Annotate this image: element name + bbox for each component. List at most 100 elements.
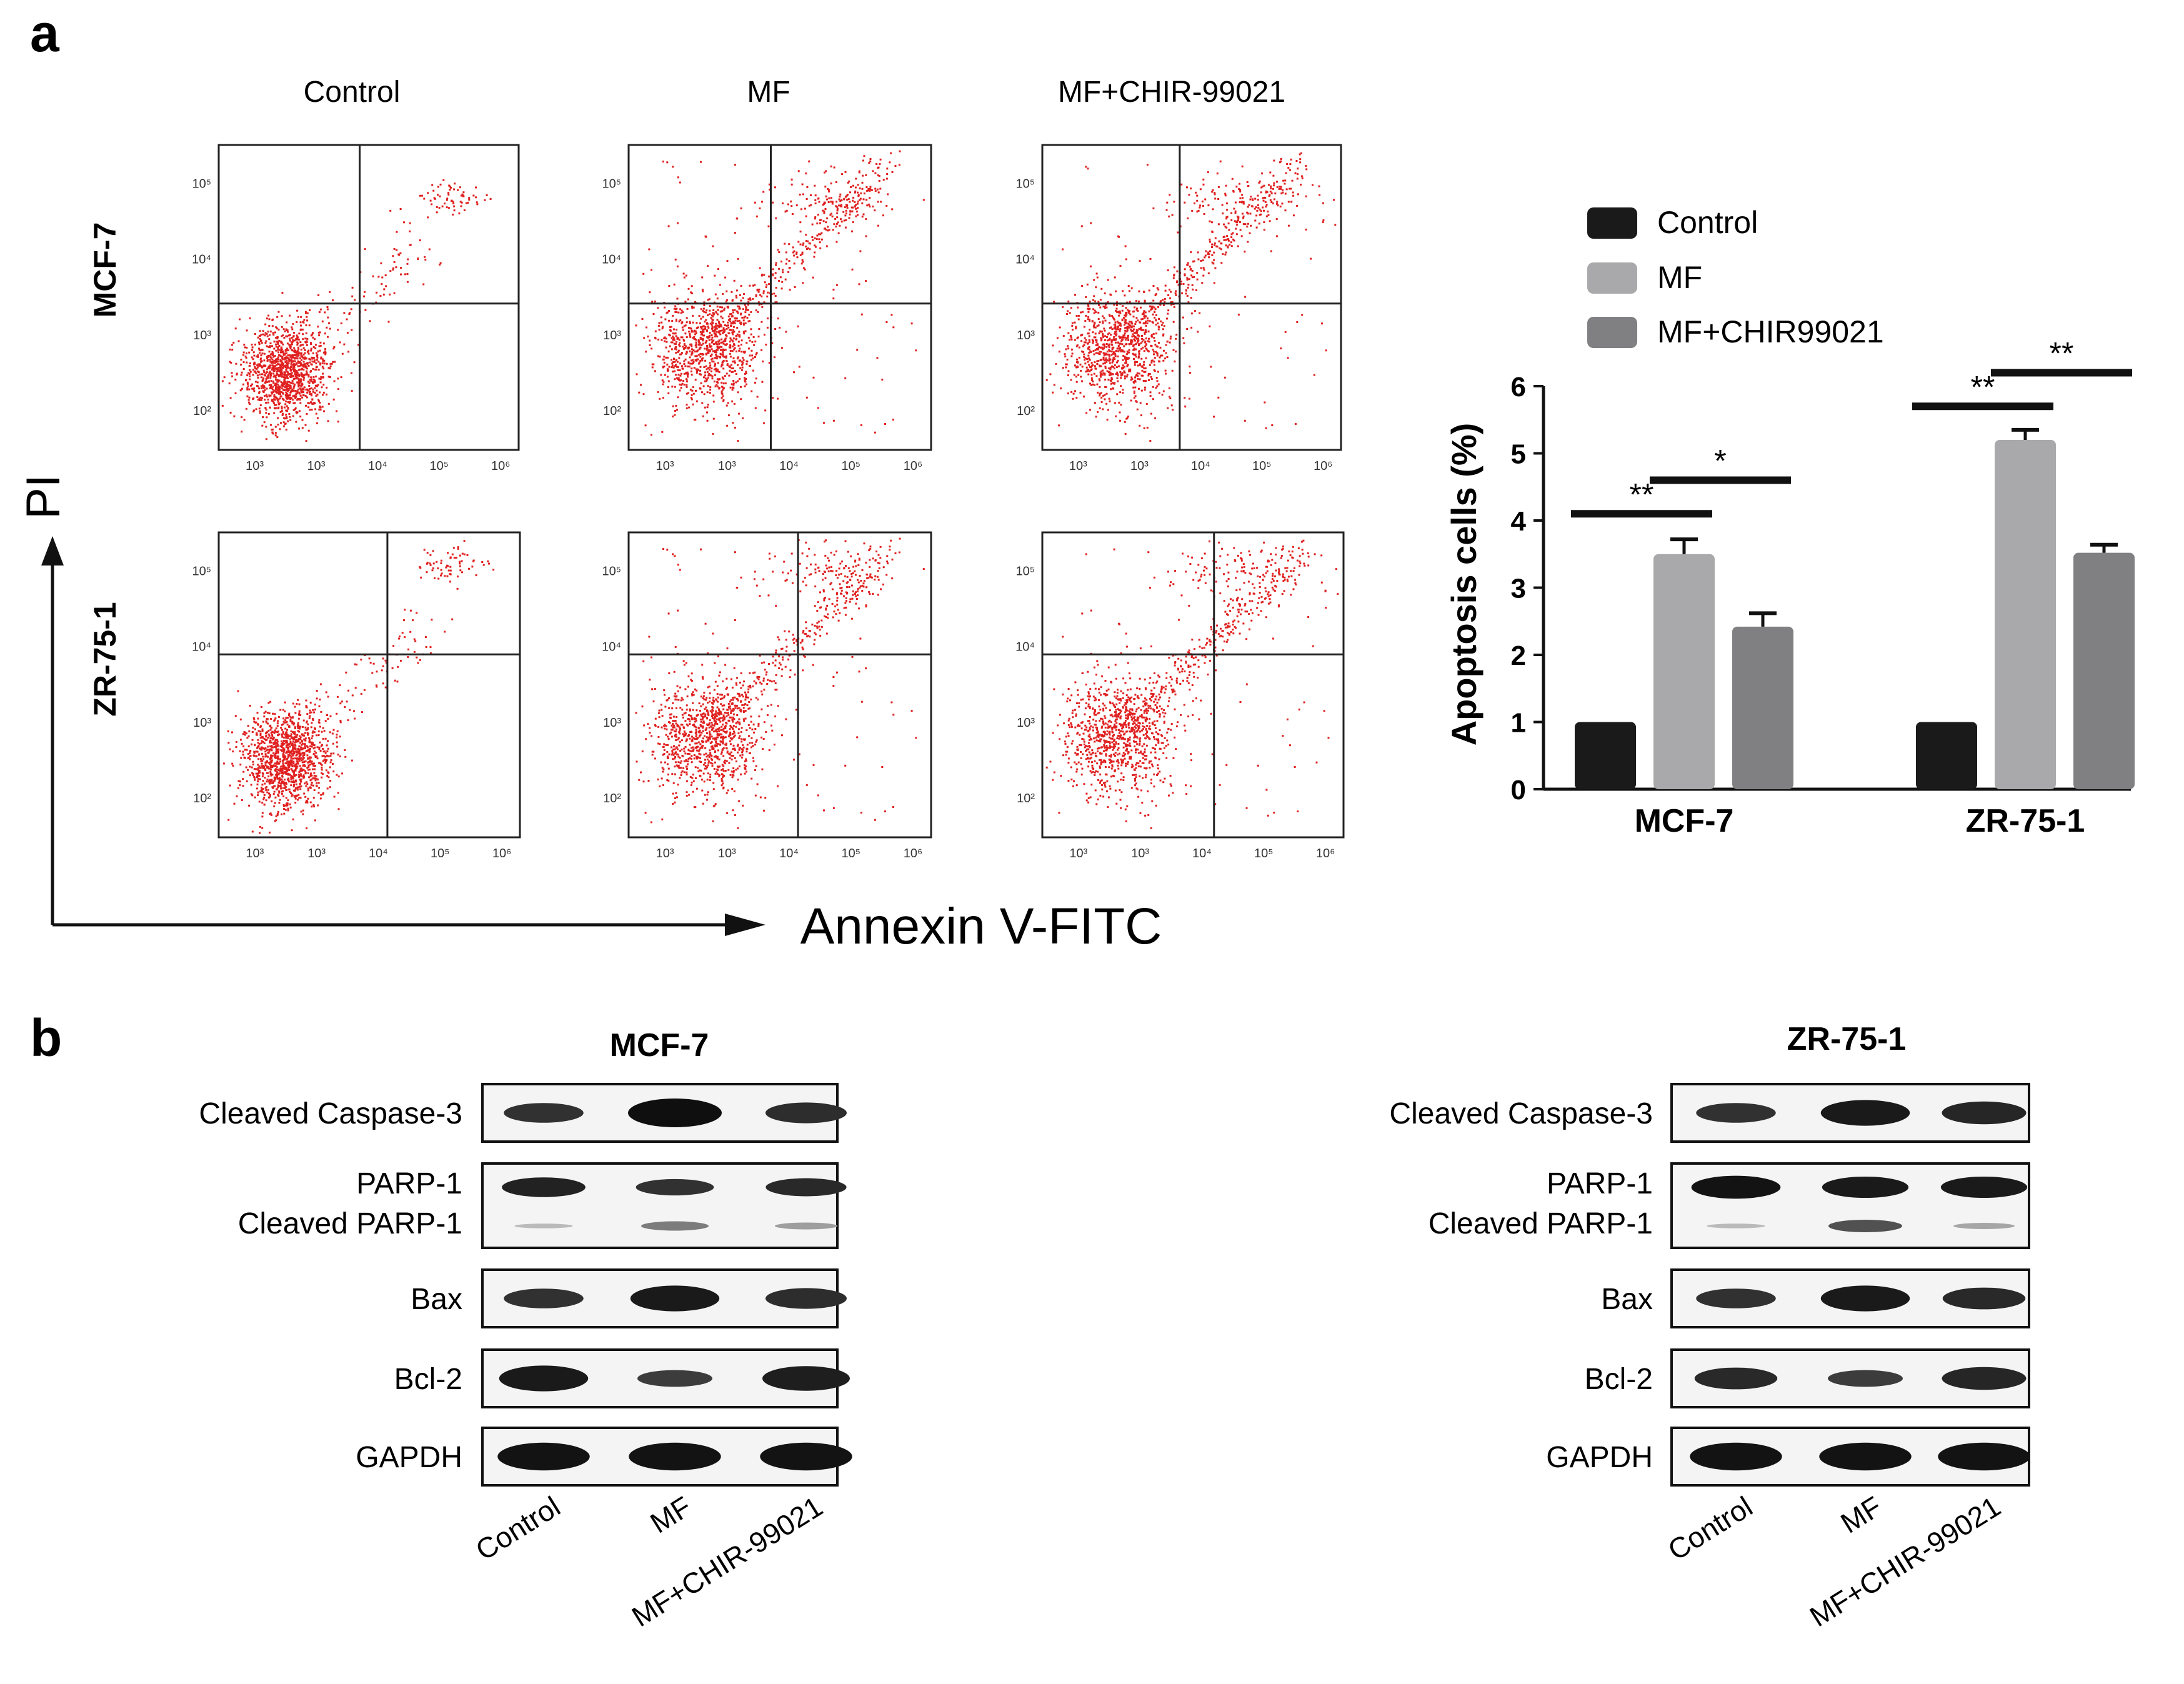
blot-row: Cleaved Caspase-3 — [1389, 1083, 2030, 1143]
blot-row-label: Cleaved Caspase-3 — [1389, 1097, 1653, 1130]
flow-x-tick-label: 10⁴ — [1192, 847, 1212, 860]
blot-band — [1938, 1442, 2030, 1471]
blot-row-label: Cleaved Caspase-3 — [199, 1097, 462, 1130]
chart-y-tick-label: 5 — [1511, 439, 1526, 470]
blot-band — [628, 1099, 722, 1127]
blot-title: MCF-7 — [610, 1027, 709, 1064]
flow-y-tick-label: 10⁵ — [1015, 564, 1035, 578]
blot-band — [630, 1285, 720, 1312]
flow-y-tick-label: 10³ — [1017, 716, 1035, 730]
blot-band — [765, 1102, 847, 1123]
blot-band — [1690, 1442, 1782, 1471]
blot-band — [499, 1365, 589, 1392]
flow-y-tick-label: 10³ — [603, 329, 621, 342]
flow-row-header: MCF-7 — [87, 222, 122, 318]
flow-plot-zr-75-1-2: 10³ 10³ 10⁴ 10⁵ 10⁶ 10⁵ 10⁴ 10³ 10² — [1015, 531, 1345, 860]
flow-dots — [222, 540, 495, 834]
flow-dots — [1045, 539, 1339, 829]
flow-x-tick-label: 10⁶ — [1314, 459, 1332, 473]
legend-swatch-mf — [1587, 262, 1637, 294]
blot-band — [762, 1366, 850, 1391]
flow-x-tick-label: 10⁶ — [904, 847, 922, 860]
flow-y-tick-label: 10² — [193, 404, 211, 418]
pi-axis-arrowhead — [41, 536, 64, 565]
blot-row: Bcl-2 — [394, 1348, 850, 1408]
flow-y-tick-label: 10⁴ — [602, 640, 621, 654]
blot-row: Cleaved Caspase-3 — [199, 1083, 847, 1143]
blot-row: GAPDH — [1546, 1427, 2030, 1487]
flow-x-tick-label: 10³ — [1069, 847, 1087, 860]
blot-band — [760, 1442, 852, 1471]
legend-swatch-control — [1587, 207, 1637, 239]
flow-plot-mcf-7-1: 10³ 10³ 10⁴ 10⁵ 10⁶ 10⁵ 10⁴ 10³ 10² — [602, 144, 932, 473]
bar-mcf-7-2 — [1732, 626, 1793, 789]
western-blots: MCF-7 Cleaved Caspase-3 PARP-1 Cleaved PARP… — [199, 1021, 2030, 1633]
flow-axes — [41, 536, 765, 936]
blot-mcf-7: MCF-7 Cleaved Caspase-3 PARP-1 Cleaved PARP… — [199, 1027, 852, 1633]
blot-band — [1942, 1287, 2026, 1310]
blot-band — [504, 1288, 584, 1308]
blot-row-label: Cleaved PARP-1 — [238, 1207, 462, 1240]
blot-row-label: Bcl-2 — [394, 1363, 462, 1396]
flow-cytometry-grid: 10³ 10³ 10⁴ 10⁵ 10⁶ 10⁵ 10⁴ 10³ 10² 10³ 10³ 10⁴ 10⁵ 1… — [192, 144, 1345, 860]
blot-band — [1828, 1370, 1903, 1387]
blot-band — [637, 1370, 712, 1387]
blot-band-cleaved — [1953, 1223, 2015, 1229]
blot-row: GAPDH — [356, 1427, 852, 1487]
blot-title: ZR-75-1 — [1787, 1021, 1907, 1057]
flow-y-tick-label: 10⁵ — [192, 564, 211, 578]
chart-y-tick-label: 3 — [1511, 574, 1526, 604]
flow-x-tick-label: 10⁵ — [430, 459, 449, 473]
bar-zr-75-1-2 — [2073, 552, 2135, 789]
flow-y-tick-label: 10² — [1017, 792, 1035, 805]
flow-y-tick-label: 10⁴ — [1015, 640, 1035, 654]
blot-band — [765, 1178, 847, 1197]
apoptosis-bar-chart: Control MF MF+CHIR99021 Apoptosis cells … — [1444, 205, 2135, 839]
blot-row: Bcl-2 — [1585, 1348, 2030, 1408]
flow-x-tick-label: 10⁶ — [904, 459, 922, 473]
blot-band-cleaved — [1707, 1223, 1765, 1228]
chart-x-tick-label: ZR-75-1 — [1966, 803, 2085, 839]
pi-axis-label: PI — [17, 474, 70, 519]
legend-label: MF — [1657, 260, 1702, 295]
flow-x-tick-label: 10³ — [656, 847, 674, 860]
flow-x-tick-label: 10³ — [246, 459, 264, 473]
panel-b-label: b — [30, 1009, 62, 1067]
flow-y-tick-label: 10⁴ — [192, 640, 211, 654]
blot-band-cleaved — [514, 1223, 573, 1228]
blot-lane-label: MF+CHIR-99021 — [1804, 1490, 2006, 1633]
blot-lane-label: Control — [470, 1490, 566, 1567]
blot-band — [504, 1103, 584, 1123]
blot-band — [629, 1442, 721, 1471]
flow-x-tick-label: 10³ — [307, 847, 326, 860]
blot-row-label: Cleaved PARP-1 — [1429, 1207, 1653, 1240]
blot-band — [1942, 1101, 2027, 1125]
flow-x-tick-label: 10⁴ — [369, 847, 388, 860]
flow-y-tick-label: 10³ — [603, 716, 621, 730]
flow-y-tick-label: 10⁴ — [1015, 253, 1035, 267]
flow-y-tick-label: 10⁵ — [1015, 177, 1035, 191]
flow-y-tick-label: 10⁵ — [602, 177, 621, 191]
blot-band — [1820, 1100, 1910, 1126]
blot-lane-label: Control — [1662, 1490, 1758, 1567]
flow-x-tick-label: 10³ — [718, 847, 736, 860]
blot-row-label: GAPDH — [1546, 1441, 1653, 1474]
blot-band — [636, 1178, 714, 1196]
blot-row-label: GAPDH — [356, 1441, 462, 1474]
chart-y-tick-label: 1 — [1511, 708, 1526, 739]
blot-band — [765, 1288, 847, 1309]
significance-label: ** — [1630, 477, 1654, 512]
flow-x-tick-label: 10⁵ — [1254, 847, 1274, 860]
legend-swatch-mf-chir — [1587, 317, 1637, 348]
significance-label: ** — [2050, 336, 2074, 371]
blot-band — [497, 1442, 590, 1471]
flow-y-tick-label: 10³ — [193, 716, 211, 730]
flow-plot-mcf-7-0: 10³ 10³ 10⁴ 10⁵ 10⁶ 10⁵ 10⁴ 10³ 10² — [192, 144, 520, 473]
flow-dots — [1045, 152, 1337, 442]
blot-row-label: PARP-1 — [1547, 1167, 1653, 1200]
blot-band — [1940, 1176, 2028, 1198]
blot-band — [1694, 1367, 1778, 1390]
flow-x-tick-label: 10³ — [246, 847, 264, 860]
flow-plot-frame — [627, 531, 932, 839]
